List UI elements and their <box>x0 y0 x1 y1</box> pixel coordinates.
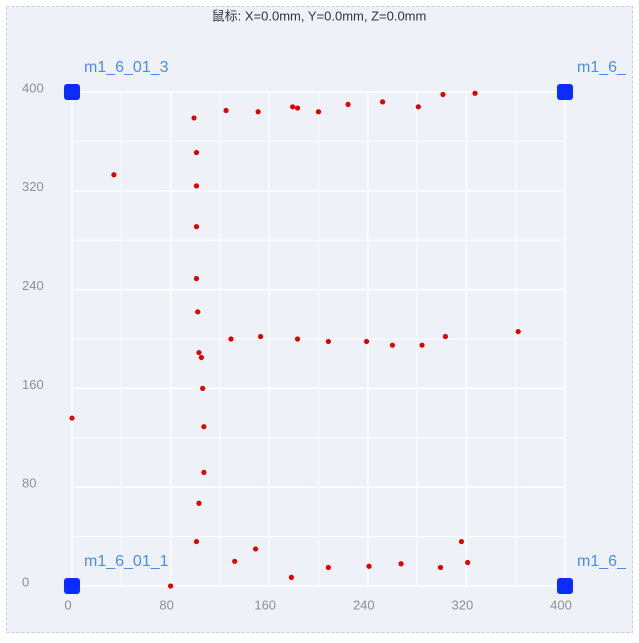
point <box>415 104 421 110</box>
y-tick-label: 240 <box>22 278 44 293</box>
x-tick-label: 0 <box>64 597 71 612</box>
point <box>288 574 294 580</box>
point <box>290 104 296 110</box>
point <box>193 149 200 156</box>
panel <box>6 6 633 633</box>
point <box>325 564 331 571</box>
point <box>232 558 238 564</box>
point <box>191 115 197 121</box>
point <box>195 309 201 315</box>
point <box>398 561 404 567</box>
point <box>196 349 202 356</box>
point <box>69 415 75 421</box>
y-tick-label: 400 <box>22 80 44 95</box>
point <box>465 559 471 566</box>
point <box>472 90 478 96</box>
x-tick-label: 80 <box>159 597 173 612</box>
point <box>168 583 174 589</box>
point <box>228 336 234 342</box>
point <box>325 338 331 345</box>
point <box>345 101 351 107</box>
point <box>379 99 386 105</box>
point <box>294 105 301 111</box>
point <box>294 336 301 342</box>
point <box>193 538 200 545</box>
point <box>111 172 117 178</box>
point <box>200 385 206 391</box>
x-tick-label: 400 <box>550 597 572 612</box>
x-tick-label: 240 <box>353 597 375 612</box>
point <box>255 109 261 115</box>
x-tick-label: 160 <box>254 597 276 612</box>
point <box>196 500 202 506</box>
anchor-marker <box>64 84 80 100</box>
anchor-marker <box>64 578 80 594</box>
point <box>419 342 425 348</box>
point <box>193 275 200 282</box>
anchor-marker <box>557 84 573 100</box>
point <box>315 109 322 115</box>
point <box>442 333 449 340</box>
anchor-label: m1_6_01_3 <box>84 59 169 76</box>
y-tick-label: 160 <box>22 377 44 392</box>
x-tick-label: 320 <box>452 597 474 612</box>
point <box>389 342 396 348</box>
point <box>440 91 446 98</box>
y-tick-label: 0 <box>22 574 29 589</box>
anchor-label: m1_6_01_1 <box>84 553 169 570</box>
point <box>253 546 259 552</box>
anchor-label: m1_6_ <box>577 59 627 76</box>
anchor-label: m1_6_ <box>577 553 627 570</box>
point <box>201 469 207 475</box>
y-tick-label: 80 <box>22 476 36 491</box>
chart-title: 鼠标: X=0.0mm, Y=0.0mm, Z=0.0mm <box>212 8 427 23</box>
point <box>201 424 207 430</box>
point <box>437 564 444 571</box>
point <box>458 538 465 545</box>
point <box>363 338 370 345</box>
point <box>515 328 521 335</box>
point <box>193 224 200 230</box>
point <box>198 354 205 361</box>
anchor-marker <box>557 578 573 594</box>
point <box>257 333 264 340</box>
point <box>366 563 372 569</box>
point <box>223 107 229 114</box>
y-tick-label: 320 <box>22 179 44 194</box>
point <box>193 183 200 189</box>
